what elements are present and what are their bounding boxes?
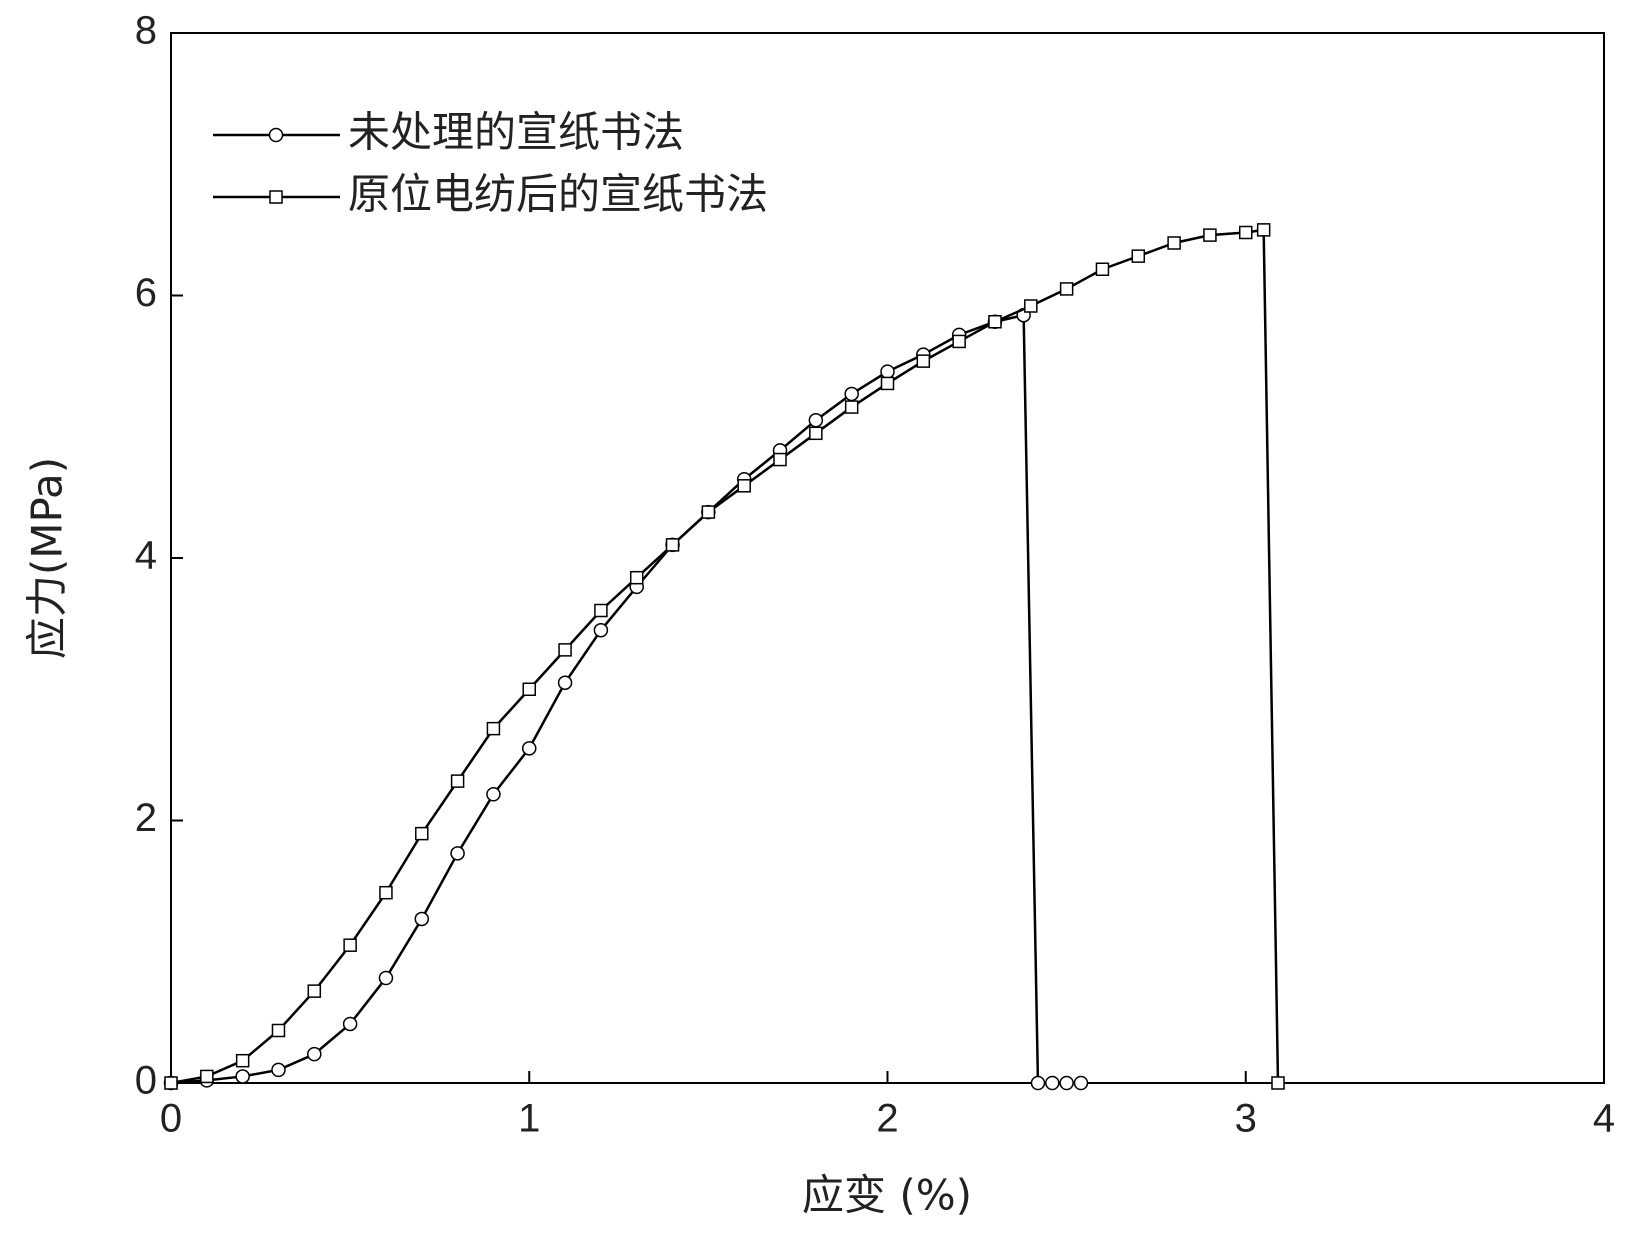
y-axis-title: 应力(MPa) — [23, 457, 72, 659]
circle-marker — [1073, 1075, 1089, 1091]
square-marker — [1203, 228, 1217, 242]
square-marker — [1167, 236, 1181, 250]
circle-marker — [1059, 1075, 1074, 1091]
legend-marker — [269, 190, 283, 204]
x-tick-label: 2 — [876, 1097, 898, 1141]
square-marker — [629, 570, 644, 585]
square-marker — [1131, 249, 1146, 263]
square-marker — [379, 885, 393, 900]
y-tick-label: 2 — [135, 796, 157, 840]
square-marker — [773, 452, 787, 467]
circle-marker — [378, 970, 394, 986]
square-marker — [844, 400, 859, 414]
y-tick-label: 4 — [135, 534, 157, 578]
square-marker — [809, 426, 823, 441]
square-marker — [701, 505, 716, 519]
circle-marker — [414, 911, 430, 927]
square-marker — [450, 774, 465, 788]
y-tick-label: 0 — [135, 1059, 157, 1103]
square-marker — [415, 826, 429, 841]
x-tick-label: 1 — [518, 1097, 540, 1141]
legend-marker — [268, 127, 284, 143]
y-tick-label: 8 — [135, 9, 157, 53]
legend-text: 未处理的宣纸书法 — [348, 108, 684, 157]
circle-marker — [880, 364, 895, 379]
square-marker — [1256, 223, 1271, 237]
square-marker — [880, 376, 895, 391]
circle-marker — [235, 1069, 250, 1084]
square-marker — [164, 1076, 178, 1090]
circle-marker — [808, 412, 824, 428]
square-marker — [988, 315, 1002, 329]
x-tick-label: 4 — [1593, 1097, 1615, 1141]
square-marker — [486, 721, 501, 736]
circle-marker — [522, 741, 537, 756]
circle-marker — [342, 1016, 358, 1032]
circle-marker — [450, 846, 465, 861]
square-marker — [200, 1069, 214, 1084]
square-marker — [307, 984, 322, 998]
square-marker — [1239, 225, 1253, 240]
circle-marker — [307, 1046, 322, 1062]
circle-marker — [593, 622, 609, 638]
square-marker — [343, 938, 357, 952]
x-tick-label: 0 — [160, 1097, 182, 1141]
square-marker — [916, 354, 931, 368]
square-marker — [1024, 299, 1038, 313]
square-marker — [1271, 1076, 1285, 1090]
square-marker — [594, 603, 608, 618]
square-marker — [235, 1053, 250, 1068]
square-marker — [1095, 262, 1110, 276]
square-marker — [737, 479, 751, 493]
square-marker — [558, 643, 572, 657]
circle-marker — [844, 386, 859, 402]
series-line — [170, 228, 1280, 1085]
circle-marker — [271, 1062, 286, 1078]
circle-marker — [557, 675, 573, 690]
y-tick-label: 6 — [135, 271, 157, 315]
circle-marker — [486, 787, 501, 802]
square-marker — [1059, 282, 1074, 296]
x-tick-label: 3 — [1235, 1097, 1257, 1141]
square-marker — [665, 538, 680, 552]
square-marker — [522, 682, 536, 696]
series-line — [170, 313, 1081, 1085]
legend-text: 原位电纺后的宣纸书法 — [348, 170, 768, 219]
x-axis-title: 应变 (%) — [802, 1171, 972, 1220]
square-marker — [271, 1023, 286, 1038]
square-marker — [952, 334, 966, 349]
circle-marker — [1030, 1075, 1046, 1091]
circle-marker — [1045, 1075, 1060, 1091]
